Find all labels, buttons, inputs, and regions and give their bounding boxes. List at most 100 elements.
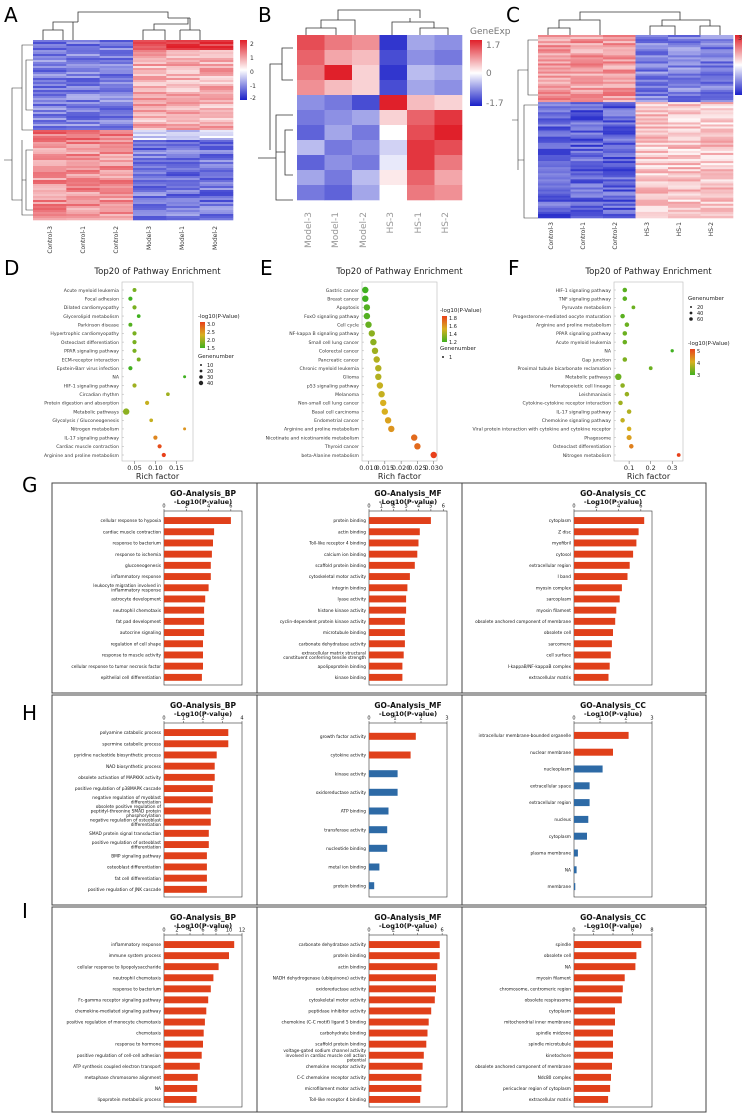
heatmap-cell: [133, 218, 167, 221]
heatmap-cell: [538, 207, 571, 211]
heatmap-a-col-dendrogram: [42, 11, 201, 40]
heatmap-cell: [133, 136, 167, 139]
heatmap-cell: [199, 158, 234, 161]
go-bar-label: myosin filament: [536, 975, 571, 981]
heatmap-cell: [66, 198, 100, 201]
heatmap-cell: [133, 124, 167, 127]
go-bar: [369, 941, 440, 948]
heatmap-cell: [33, 144, 67, 147]
heatmap-cell: [33, 72, 67, 75]
go-bar: [574, 1040, 613, 1048]
heatmap-cell: [133, 204, 167, 207]
heatmap-cell: [668, 112, 701, 115]
heatmap-cell: [133, 64, 167, 67]
heatmap-cell: [199, 100, 234, 103]
heatmap-cell: [668, 136, 701, 139]
dotplot-legend-label: 1.8: [449, 316, 457, 322]
heatmap-cell: [570, 102, 604, 105]
heatmap-cell: [133, 96, 167, 99]
dotplot-size-label: 60: [697, 317, 703, 323]
heatmap-cell: [199, 178, 234, 181]
go-bar-label: response to bacterium: [113, 541, 161, 547]
go-chart-xtick-label: 4: [207, 504, 210, 510]
go-bar: [574, 584, 622, 592]
heatmap-cell: [538, 165, 571, 168]
heatmap-cell: [603, 91, 636, 95]
heatmap-cell: [99, 136, 134, 139]
go-bar: [164, 785, 213, 792]
dotplot-point: [132, 340, 137, 345]
dotplot-category-label: Hypertrophic cardiomyopathy: [50, 331, 119, 337]
heatmap-cell: [700, 130, 734, 133]
heatmap-cell: [700, 59, 734, 62]
heatmap-cell: [66, 114, 100, 117]
go-chart-title: GO-Analysis_CC: [580, 913, 646, 922]
heatmap-cell: [700, 205, 734, 209]
heatmap-cell: [99, 92, 134, 95]
heatmap-cell: [538, 215, 571, 219]
heatmap-cell: [635, 199, 669, 203]
heatmap-cell: [603, 146, 636, 150]
heatmap-cell: [700, 35, 734, 38]
go-bar-label: peptidase inhibitor activity: [308, 1009, 366, 1015]
dotplot-size-label: 40: [697, 311, 703, 317]
go-bar: [369, 1062, 423, 1070]
heatmap-cell: [133, 108, 167, 111]
go-bar-label: Ndc80 complex: [538, 1075, 572, 1081]
heatmap-cell: [66, 116, 100, 119]
dotplot-xtick-label: 0.015: [376, 464, 395, 472]
heatmap-cell: [668, 114, 701, 117]
heatmap-cell: [635, 205, 669, 209]
heatmap-cell: [700, 157, 734, 160]
heatmap-cell: [133, 42, 167, 45]
heatmap-cell: [166, 64, 200, 67]
heatmap-cell: [603, 128, 636, 131]
heatmap-cell: [603, 197, 636, 200]
go-bar-label: cardiac muscle contraction: [103, 529, 161, 535]
heatmap-cell: [66, 212, 100, 215]
heatmap-cell: [668, 193, 701, 196]
dotplot-category-label: Pyruvate metabolism: [562, 305, 611, 311]
heatmap-cell: [33, 106, 67, 109]
heatmap-cell: [603, 157, 636, 160]
heatmap-cell: [538, 154, 571, 158]
heatmap-cell: [700, 116, 734, 119]
heatmap-cell: [635, 165, 669, 168]
dotplot-point: [624, 391, 630, 397]
heatmap-cell: [635, 49, 669, 52]
go-chart-g-mf: GO-Analysis_MF-Log10(P-value)0 1 2 3 4 5 6prot…: [280, 489, 448, 686]
heatmap-cell: [668, 209, 701, 213]
go-bar: [164, 561, 211, 569]
heatmap-cell: [99, 140, 134, 143]
go-bar: [574, 963, 636, 971]
heatmap-cell: [570, 163, 604, 166]
go-bar: [164, 729, 229, 736]
heatmap-cell: [166, 140, 200, 143]
heatmap-cell: [352, 170, 380, 186]
heatmap-cell: [33, 194, 67, 197]
go-chart-title: GO-Analysis_MF: [374, 913, 441, 922]
heatmap-cell: [603, 209, 636, 213]
heatmap-cell: [538, 35, 571, 38]
heatmap-cell: [166, 138, 200, 141]
heatmap-cell: [700, 63, 734, 66]
dotplot-legend-label: 1.6: [449, 324, 457, 330]
heatmap-cell: [668, 195, 701, 198]
heatmap-cell: [570, 177, 604, 180]
dotplot-point: [622, 287, 628, 293]
heatmap-cell: [603, 106, 636, 109]
dotplot-category-label: Nicotinate and nicotinamide metabolism: [266, 435, 360, 441]
heatmap-cell: [668, 154, 701, 158]
heatmap-cell: [166, 58, 200, 61]
dotplot-point: [371, 347, 379, 354]
go-chart-g-cc: GO-Analysis_CC-Log10(P-value)0 2 4 6cytopla…: [475, 489, 653, 686]
heatmap-cell: [199, 196, 234, 199]
heatmap-cell: [99, 76, 134, 79]
heatmap-cell: [166, 114, 200, 117]
heatmap-cell: [700, 100, 734, 103]
heatmap-cell: [603, 45, 636, 48]
heatmap-cell: [700, 65, 734, 68]
go-bar: [574, 1007, 615, 1015]
go-bar: [164, 539, 213, 547]
heatmap-cell: [199, 206, 234, 209]
